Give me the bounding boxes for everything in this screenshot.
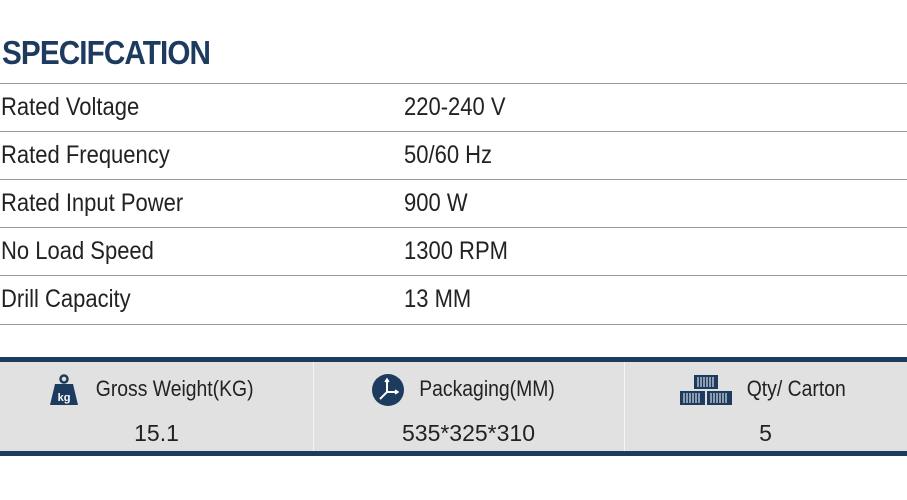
qty-carton-cell: Qty/ Carton 5 [624, 362, 907, 451]
spec-value: 13 MM [404, 285, 472, 313]
spec-label: Rated Voltage [1, 93, 140, 121]
spec-row: Drill Capacity 13 MM [0, 275, 907, 325]
qty-carton-label: Qty/ Carton [746, 375, 846, 401]
dimensions-axes-icon [372, 374, 405, 406]
spec-row: Rated Frequency 50/60 Hz [0, 131, 907, 180]
top-divider-bar [0, 357, 907, 362]
packaging-label: Packaging(MM) [419, 375, 556, 401]
gross-weight-cell: kg Gross Weight(KG) 15.1 [0, 362, 314, 451]
spec-value: 900 W [404, 189, 468, 217]
gross-weight-value: 15.1 [134, 420, 179, 446]
weight-kg-icon: kg [49, 374, 78, 405]
packing-panel: kg Gross Weight(KG) 15.1 Packaging(MM) 53… [0, 362, 907, 451]
spec-value: 50/60 Hz [404, 141, 493, 169]
spec-row: Rated Input Power 900 W [0, 179, 907, 228]
spec-row: No Load Speed 1300 RPM [0, 227, 907, 276]
spec-row: Rated Voltage 220-240 V [0, 83, 907, 132]
spec-value: 220-240 V [404, 93, 506, 121]
spec-label: Drill Capacity [1, 285, 131, 313]
packaging-cell: Packaging(MM) 535*325*310 [313, 362, 625, 451]
spec-label: No Load Speed [1, 237, 154, 265]
bottom-divider-bar [0, 451, 907, 456]
packaging-value: 535*325*310 [401, 420, 536, 446]
svg-text:kg: kg [57, 392, 70, 404]
spec-label: Rated Frequency [1, 141, 170, 169]
spec-value: 1300 RPM [404, 237, 508, 265]
page-title: SPECIFCATION [2, 34, 211, 71]
spec-label: Rated Input Power [1, 189, 184, 217]
gross-weight-label: Gross Weight(KG) [95, 375, 254, 401]
qty-carton-value: 5 [759, 420, 772, 446]
cartons-stack-icon [680, 375, 733, 405]
